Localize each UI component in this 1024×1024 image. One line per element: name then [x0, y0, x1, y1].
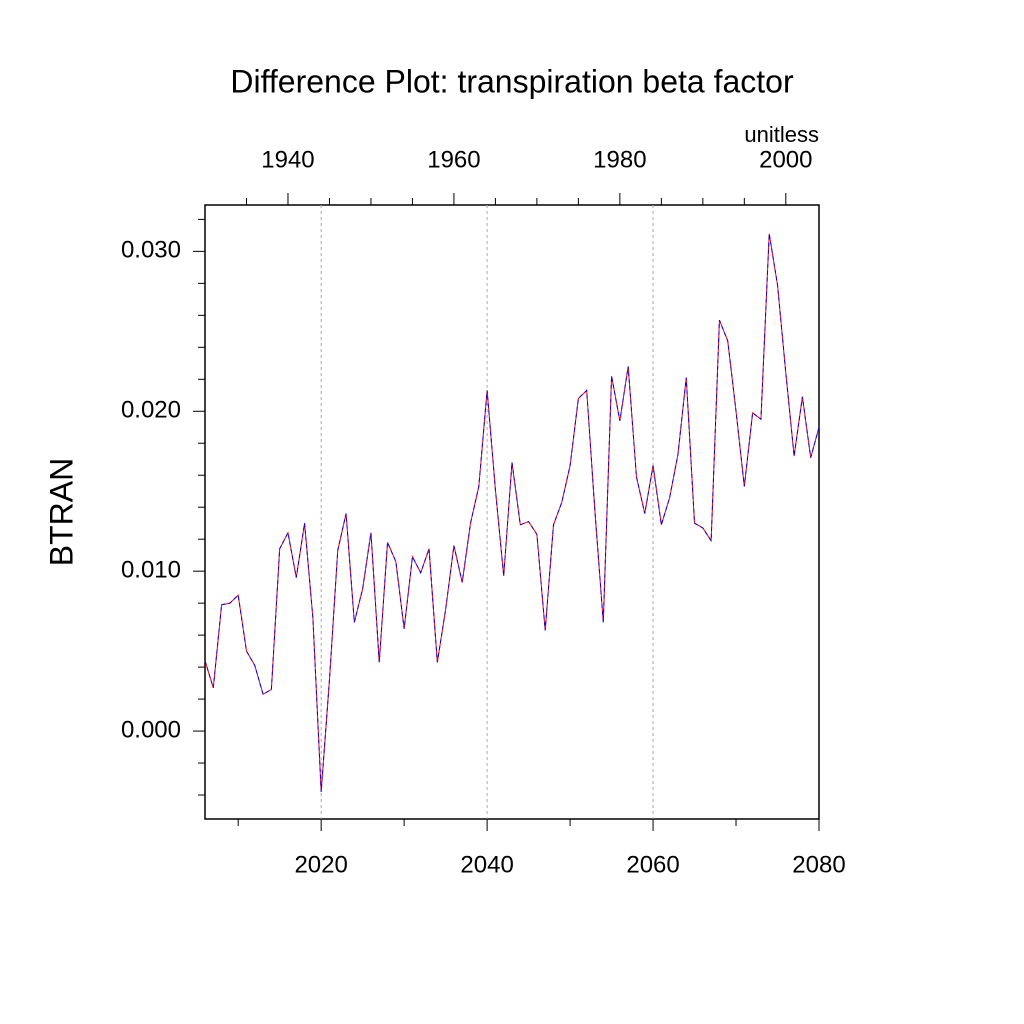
y-tick-label: 0.010	[121, 557, 181, 584]
y-axis-label: BTRAN	[43, 458, 79, 566]
x-tick-label: 2040	[460, 851, 513, 878]
x-tick-label: 2060	[626, 851, 679, 878]
x2-tick-label: 1960	[427, 146, 480, 173]
data-line	[204, 233, 820, 792]
y-tick-label: 0.030	[121, 237, 181, 264]
x-tick-label: 2020	[294, 851, 347, 878]
units-label: unitless	[744, 122, 819, 147]
x-tick-label: 2080	[792, 851, 845, 878]
plot-frame	[204, 204, 820, 820]
y-tick-label: 0.020	[121, 397, 181, 424]
y-tick-label: 0.000	[121, 716, 181, 743]
x2-tick-label: 1940	[261, 146, 314, 173]
data-line	[204, 233, 820, 792]
x2-tick-label: 1980	[593, 146, 646, 173]
x2-tick-label: 2000	[759, 146, 812, 173]
chart-title: Difference Plot: transpiration beta fact…	[230, 63, 794, 99]
